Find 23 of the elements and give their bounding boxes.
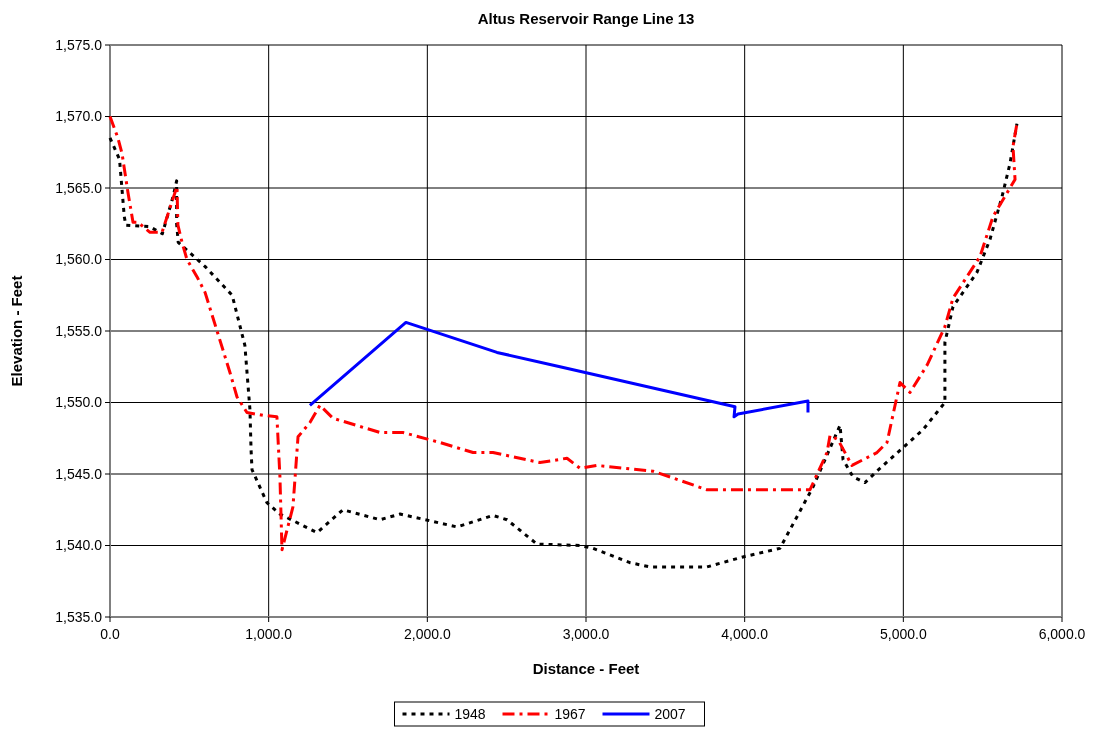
y-tick-label: 1,550.0 (55, 394, 103, 411)
x-axis-title: Distance - Feet (532, 660, 640, 677)
x-tick-label: 2,000.0 (403, 626, 451, 642)
y-tick-label: 1,545.0 (55, 465, 103, 482)
legend-label: 2007 (654, 705, 686, 722)
y-tick-label: 1,575.0 (55, 36, 103, 53)
legend-label: 1948 (454, 705, 486, 722)
x-tick-label: 4,000.0 (721, 626, 769, 642)
y-axis-title: Elevation - Feet (8, 275, 25, 387)
y-tick-label: 1,555.0 (55, 322, 103, 339)
x-tick-label: 6,000.0 (1038, 626, 1086, 642)
y-tick-label: 1,570.0 (55, 108, 103, 125)
y-tick-label: 1,535.0 (55, 608, 103, 625)
legend-label: 1967 (554, 705, 586, 722)
x-tick-label: 1,000.0 (245, 626, 293, 642)
y-tick-label: 1,540.0 (55, 537, 103, 554)
x-tick-label: 0.0 (100, 626, 120, 642)
line-series (308, 320, 810, 419)
x-tick-label: 3,000.0 (562, 626, 610, 642)
y-tick-label: 1,565.0 (55, 179, 103, 196)
x-tick-label: 5,000.0 (879, 626, 927, 642)
y-tick-label: 1,560.0 (55, 251, 103, 268)
chart-title: Altus Reservoir Range Line 13 (477, 10, 695, 27)
